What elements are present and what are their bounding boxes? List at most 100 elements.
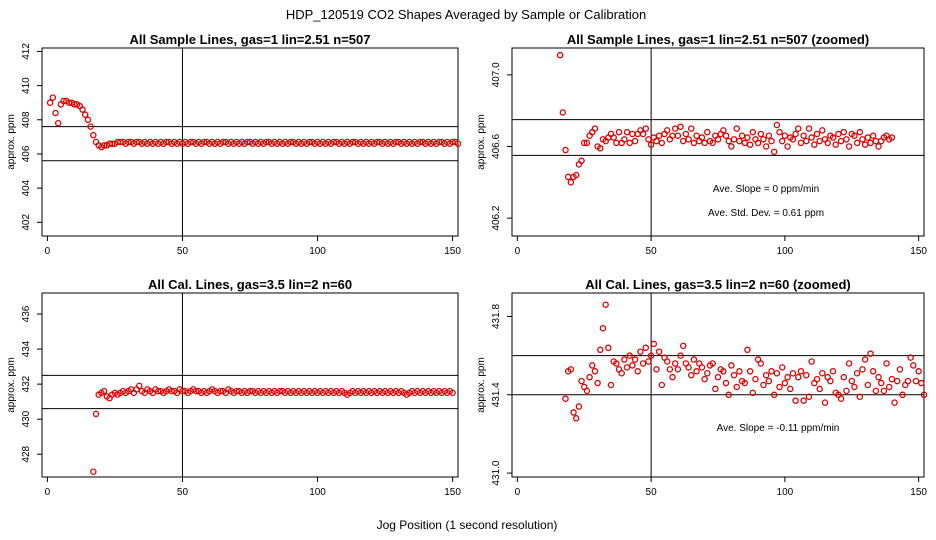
- data-point: [912, 377, 920, 385]
- data-point: [623, 128, 631, 136]
- data-point: [233, 387, 240, 395]
- y-tick-label: 406.2: [491, 205, 502, 230]
- data-point: [805, 125, 813, 132]
- data-point: [768, 368, 775, 375]
- data-point: [631, 137, 639, 145]
- data-point: [92, 410, 100, 418]
- data-point: [559, 109, 567, 116]
- data-point: [722, 379, 730, 387]
- data-point: [583, 387, 591, 395]
- data-point: [869, 132, 877, 139]
- data-point: [690, 139, 698, 147]
- data-point: [851, 383, 858, 391]
- data-point: [610, 134, 617, 141]
- data-point: [416, 138, 424, 146]
- data-point: [454, 140, 462, 147]
- data-point: [639, 360, 647, 367]
- data-point: [599, 324, 607, 332]
- y-tick-label: 431.8: [491, 304, 502, 329]
- annotation-text: Ave. Std. Dev. = 0.61 ppm: [708, 208, 824, 219]
- y-tick-label: 431.0: [491, 460, 502, 485]
- data-point: [792, 130, 799, 138]
- data-point: [349, 138, 356, 146]
- data-point: [730, 136, 738, 143]
- shared-x-axis-title: Jog Position (1 second resolution): [377, 518, 558, 532]
- data-point: [752, 375, 759, 383]
- data-points: [46, 94, 462, 151]
- data-point: [629, 362, 636, 369]
- data-point: [219, 138, 227, 146]
- data-point: [765, 377, 773, 385]
- data-point: [722, 132, 730, 139]
- data-point: [685, 136, 692, 143]
- y-tick-label: 404: [21, 179, 32, 196]
- data-point: [163, 138, 170, 146]
- data-point: [634, 368, 641, 375]
- x-tick-label: 0: [45, 487, 51, 498]
- data-point: [805, 393, 813, 400]
- data-point: [733, 125, 740, 132]
- data-point: [872, 137, 880, 145]
- data-point: [864, 134, 872, 141]
- plot-panel-4: All Cal. Lines, gas=3.5 lin=2 n=60 (zoom…: [476, 277, 927, 498]
- data-point: [773, 370, 781, 377]
- data-point: [904, 377, 912, 385]
- data-point: [677, 352, 684, 359]
- data-point: [392, 138, 400, 146]
- data-point: [704, 370, 711, 377]
- data-point: [821, 399, 829, 406]
- data-point: [741, 139, 749, 147]
- data-point: [133, 138, 140, 146]
- data-point: [677, 123, 684, 131]
- x-tick-label: 0: [45, 246, 51, 257]
- data-point: [760, 136, 767, 143]
- data-point: [837, 395, 845, 402]
- data-point: [607, 381, 615, 389]
- data-point: [613, 139, 620, 147]
- data-point: [682, 130, 690, 138]
- data-point: [687, 371, 695, 379]
- data-point: [658, 381, 666, 389]
- data-point: [744, 346, 751, 354]
- data-point: [674, 366, 682, 373]
- data-point: [693, 368, 700, 375]
- data-point: [784, 143, 791, 150]
- data-point: [843, 136, 850, 143]
- data-point: [704, 128, 711, 136]
- plot-frame: [511, 292, 925, 478]
- data-point: [880, 387, 888, 395]
- x-tick-label: 150: [444, 246, 461, 257]
- data-point: [736, 137, 743, 145]
- data-point: [778, 364, 786, 371]
- data-point: [792, 397, 799, 404]
- data-point: [778, 137, 786, 145]
- data-point: [776, 383, 783, 391]
- data-point: [757, 360, 765, 367]
- y-axis-label: approx. ppm: [6, 114, 17, 170]
- data-point: [567, 366, 575, 373]
- data-point: [187, 138, 194, 146]
- data-point: [840, 373, 847, 381]
- data-point: [856, 128, 864, 136]
- data-point: [728, 143, 735, 150]
- data-point: [738, 132, 746, 139]
- data-point: [108, 140, 116, 147]
- x-tick-label: 50: [177, 246, 189, 257]
- data-point: [642, 344, 650, 352]
- data-point: [373, 138, 381, 146]
- data-point: [869, 368, 877, 375]
- y-tick-label: 436: [21, 305, 32, 322]
- data-point: [669, 373, 676, 381]
- data-point: [246, 387, 254, 395]
- data-point: [730, 371, 738, 379]
- data-point: [720, 368, 727, 375]
- data-point: [663, 127, 671, 134]
- data-point: [642, 125, 650, 132]
- data-point: [800, 397, 807, 404]
- data-point: [306, 138, 313, 146]
- data-point: [449, 389, 456, 397]
- data-point: [760, 381, 767, 389]
- data-point: [907, 354, 914, 361]
- y-tick-label: 432: [21, 375, 32, 392]
- data-point: [845, 143, 853, 150]
